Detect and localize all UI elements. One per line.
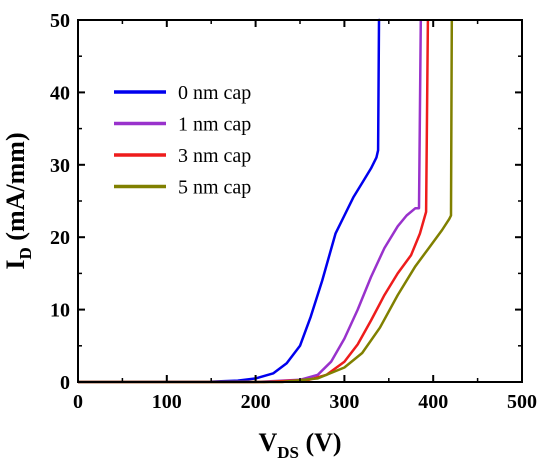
series-line-5-nm-cap <box>78 19 454 384</box>
x-axis-title-unit: (V) <box>299 428 342 457</box>
y-tick-label: 40 <box>50 82 70 104</box>
x-tick-label: 400 <box>418 391 448 413</box>
plot-frame <box>77 19 523 383</box>
y-tick-label: 30 <box>50 155 70 177</box>
y-axis-title-subscript: D <box>16 247 35 259</box>
series-line-3-nm-cap <box>78 19 430 384</box>
series-line-0-nm-cap <box>77 18 381 384</box>
y-axis-title: ID (mA/mm) <box>1 132 35 269</box>
y-axis-title-unit: (mA/mm) <box>1 132 30 247</box>
y-axis-title-main: I <box>1 259 30 269</box>
y-tick-label: 50 <box>50 10 70 32</box>
legend-label-3-nm-cap: 3 nm cap <box>178 145 251 167</box>
x-tick-label: 300 <box>329 391 359 413</box>
y-tick-label: 10 <box>50 300 70 322</box>
series-line-1-nm-cap <box>78 19 423 384</box>
legend: 0 nm cap 1 nm cap 3 nm cap 5 nm cap <box>114 82 251 199</box>
x-axis-title-subscript: DS <box>277 443 299 462</box>
legend-label-0-nm-cap: 0 nm cap <box>178 82 251 104</box>
x-tick-label: 500 <box>507 391 537 413</box>
y-axis-ticks: 0 10 20 30 40 50 <box>50 10 522 394</box>
x-axis-title: VDS (V) <box>258 428 341 462</box>
x-axis-title-main: V <box>258 428 277 457</box>
x-tick-label: 0 <box>73 391 83 413</box>
legend-label-5-nm-cap: 5 nm cap <box>178 177 251 199</box>
legend-label-1-nm-cap: 1 nm cap <box>178 114 251 136</box>
y-tick-label: 20 <box>50 227 70 249</box>
plot-lines <box>77 18 454 384</box>
x-tick-label: 100 <box>152 391 182 413</box>
y-tick-label: 0 <box>60 372 70 394</box>
x-tick-label: 200 <box>241 391 271 413</box>
x-axis-ticks: 0 100 200 300 400 500 <box>73 20 537 413</box>
